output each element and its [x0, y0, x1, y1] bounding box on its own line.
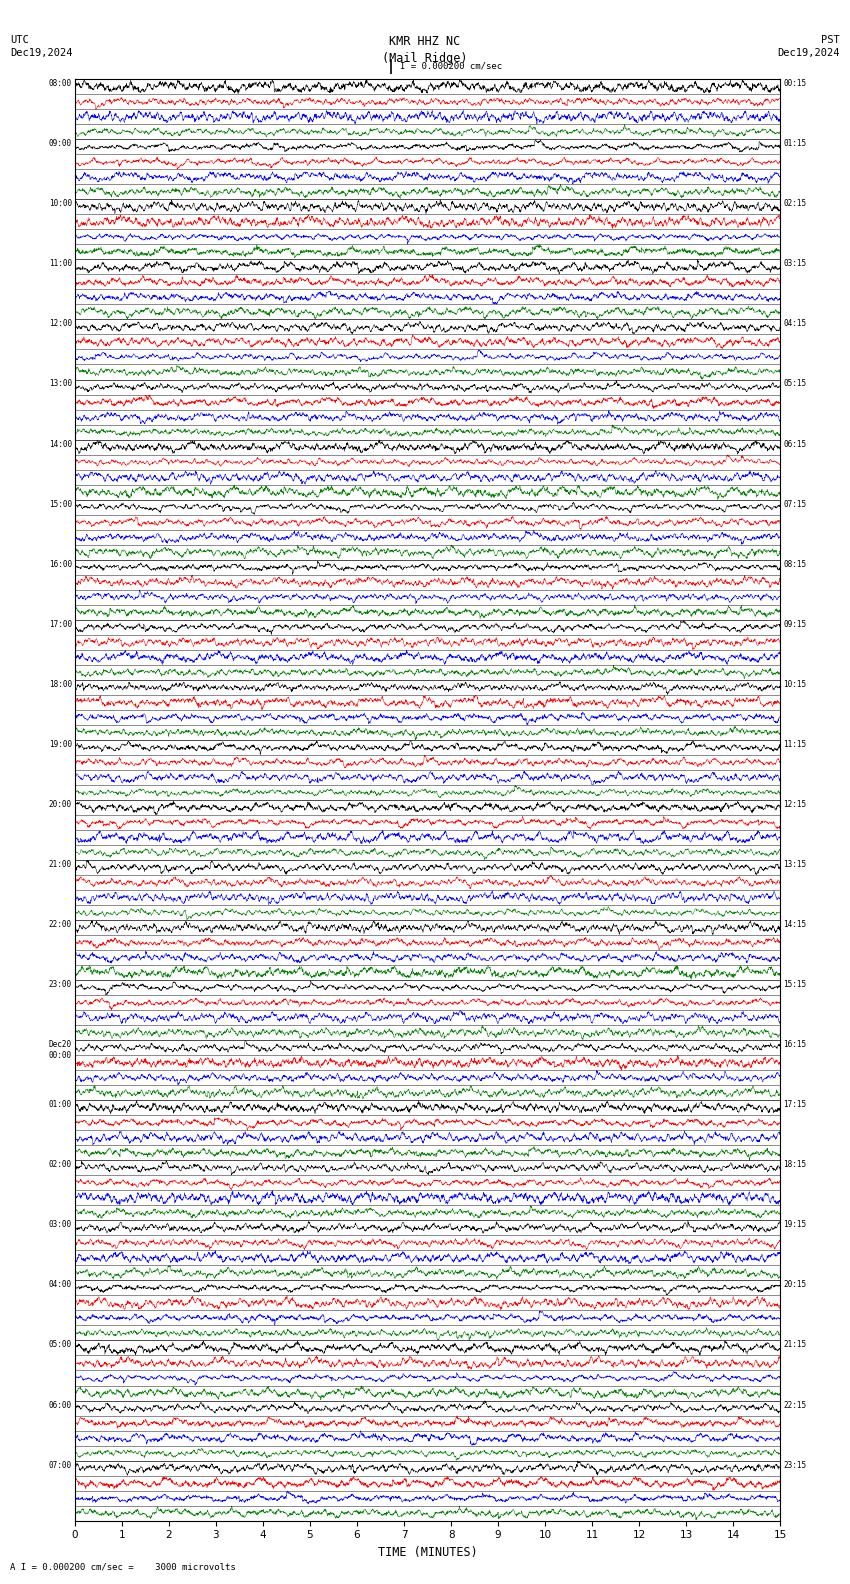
- Text: 21:00: 21:00: [48, 860, 72, 870]
- Text: 11:15: 11:15: [783, 740, 807, 749]
- Text: 20:15: 20:15: [783, 1280, 807, 1289]
- Text: 23:00: 23:00: [48, 980, 72, 988]
- Text: 01:00: 01:00: [48, 1101, 72, 1109]
- Text: 10:15: 10:15: [783, 680, 807, 689]
- Text: 18:15: 18:15: [783, 1159, 807, 1169]
- Text: 07:00: 07:00: [48, 1460, 72, 1470]
- Text: 12:00: 12:00: [48, 320, 72, 328]
- Text: 23:15: 23:15: [783, 1460, 807, 1470]
- Text: A I = 0.000200 cm/sec =    3000 microvolts: A I = 0.000200 cm/sec = 3000 microvolts: [10, 1562, 236, 1571]
- Text: 02:15: 02:15: [783, 200, 807, 209]
- Text: 15:00: 15:00: [48, 499, 72, 508]
- Text: UTC
Dec19,2024: UTC Dec19,2024: [10, 35, 73, 59]
- X-axis label: TIME (MINUTES): TIME (MINUTES): [377, 1546, 478, 1559]
- Text: 13:00: 13:00: [48, 380, 72, 388]
- Text: 06:00: 06:00: [48, 1400, 72, 1410]
- Text: 09:00: 09:00: [48, 139, 72, 149]
- Text: PST
Dec19,2024: PST Dec19,2024: [777, 35, 840, 59]
- Text: 08:00: 08:00: [48, 79, 72, 89]
- Text: 03:15: 03:15: [783, 260, 807, 268]
- Text: 19:15: 19:15: [783, 1220, 807, 1229]
- Text: 06:15: 06:15: [783, 440, 807, 448]
- Text: 20:00: 20:00: [48, 800, 72, 809]
- Text: 07:15: 07:15: [783, 499, 807, 508]
- Text: 14:00: 14:00: [48, 440, 72, 448]
- Text: I = 0.000200 cm/sec: I = 0.000200 cm/sec: [400, 62, 502, 71]
- Text: 21:15: 21:15: [783, 1340, 807, 1350]
- Text: 17:15: 17:15: [783, 1101, 807, 1109]
- Text: 10:00: 10:00: [48, 200, 72, 209]
- Text: 02:00: 02:00: [48, 1159, 72, 1169]
- Text: 16:15: 16:15: [783, 1041, 807, 1049]
- Text: 16:00: 16:00: [48, 559, 72, 569]
- Text: 11:00: 11:00: [48, 260, 72, 268]
- Text: 04:15: 04:15: [783, 320, 807, 328]
- Text: 13:15: 13:15: [783, 860, 807, 870]
- Text: 14:15: 14:15: [783, 920, 807, 930]
- Text: 19:00: 19:00: [48, 740, 72, 749]
- Text: 08:15: 08:15: [783, 559, 807, 569]
- Text: 04:00: 04:00: [48, 1280, 72, 1289]
- Text: 15:15: 15:15: [783, 980, 807, 988]
- Text: 17:00: 17:00: [48, 619, 72, 629]
- Text: 03:00: 03:00: [48, 1220, 72, 1229]
- Text: 01:15: 01:15: [783, 139, 807, 149]
- Text: 05:15: 05:15: [783, 380, 807, 388]
- Text: 22:15: 22:15: [783, 1400, 807, 1410]
- Text: 18:00: 18:00: [48, 680, 72, 689]
- Text: 05:00: 05:00: [48, 1340, 72, 1350]
- Text: 22:00: 22:00: [48, 920, 72, 930]
- Text: 09:15: 09:15: [783, 619, 807, 629]
- Text: KMR HHZ NC
(Mail Ridge): KMR HHZ NC (Mail Ridge): [382, 35, 468, 65]
- Text: 12:15: 12:15: [783, 800, 807, 809]
- Text: 00:15: 00:15: [783, 79, 807, 89]
- Text: Dec20
00:00: Dec20 00:00: [48, 1041, 72, 1060]
